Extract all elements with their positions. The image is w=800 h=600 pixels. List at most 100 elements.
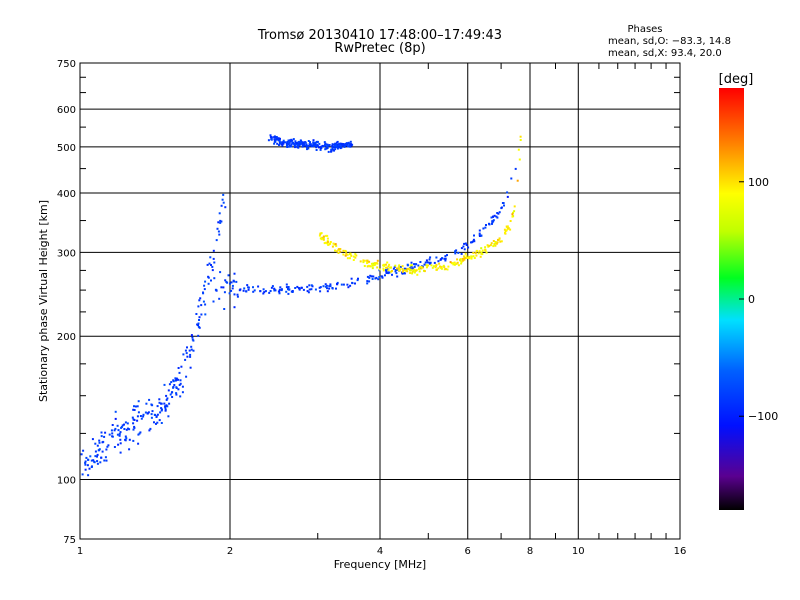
data-point-X — [485, 251, 488, 254]
data-point-O — [273, 140, 276, 143]
data-point-O — [262, 292, 265, 295]
data-point-O — [125, 437, 128, 440]
data-point-X — [464, 257, 467, 259]
data-point-X — [397, 265, 400, 268]
data-point-O — [119, 438, 122, 441]
data-point-X — [345, 252, 348, 255]
data-point-O — [233, 272, 236, 275]
data-point-O — [414, 263, 417, 266]
data-point-X — [389, 266, 392, 269]
data-point-X — [460, 260, 463, 263]
data-point-X — [385, 266, 388, 269]
data-point-X — [398, 264, 401, 267]
data-point-O — [138, 432, 141, 435]
data-point-O — [335, 144, 338, 147]
chart-subtitle: RwPretec (8p) — [334, 41, 425, 56]
data-point-X — [511, 213, 514, 216]
data-point-O — [190, 348, 193, 351]
data-point-O — [96, 444, 99, 447]
data-point-O — [215, 239, 218, 242]
data-point-O — [349, 284, 352, 287]
data-point-O — [334, 148, 337, 151]
data-point-X — [509, 220, 512, 222]
data-point-X — [368, 260, 371, 263]
data-point-O — [252, 290, 255, 293]
data-point-O — [333, 146, 335, 149]
data-point-O — [223, 308, 226, 310]
data-point-O — [168, 402, 171, 405]
data-point-X — [494, 242, 497, 245]
data-point-O — [377, 278, 380, 281]
data-point-O — [104, 431, 107, 434]
data-point-O — [198, 299, 201, 302]
data-point-O — [454, 250, 457, 253]
data-point-O — [314, 141, 317, 144]
data-point-X — [334, 249, 336, 252]
data-point-O — [174, 377, 177, 380]
data-point-O — [308, 284, 311, 287]
data-point-O — [178, 384, 181, 386]
data-point-O — [287, 286, 290, 288]
data-point-O — [433, 261, 436, 264]
data-point-O — [336, 281, 339, 284]
data-point-O — [506, 191, 509, 194]
data-point-O — [381, 276, 384, 279]
data-point-O — [214, 288, 217, 291]
data-point-X — [376, 259, 379, 262]
data-point-O — [189, 355, 192, 358]
data-point-O — [350, 144, 353, 147]
data-point-X — [384, 263, 387, 266]
data-point-X — [337, 252, 340, 254]
data-point-X — [519, 135, 522, 138]
data-point-X — [494, 244, 497, 247]
data-point-X — [513, 210, 516, 213]
data-point-O — [290, 143, 293, 146]
data-point-X — [376, 266, 379, 269]
data-point-X — [409, 269, 412, 272]
data-point-O — [496, 212, 499, 214]
data-point-O — [233, 306, 236, 309]
data-point-O — [347, 145, 350, 148]
chart-title: Tromsø 20130410 17:48:00–17:49:43 — [257, 28, 502, 43]
data-point-O — [269, 134, 272, 137]
data-point-O — [262, 288, 265, 291]
data-point-X — [462, 259, 465, 262]
data-point-O — [124, 439, 127, 442]
data-point-O — [399, 266, 402, 268]
data-point-O — [471, 241, 473, 244]
data-point-X — [438, 262, 441, 265]
data-point-O — [462, 245, 465, 248]
data-point-O — [224, 279, 227, 282]
data-point-X — [511, 215, 514, 218]
data-point-X — [499, 240, 502, 243]
data-point-O — [209, 256, 212, 259]
data-point-O — [164, 406, 167, 409]
data-point-O — [151, 410, 154, 413]
data-point-O — [319, 148, 322, 151]
data-point-X — [352, 255, 355, 258]
data-point-X — [472, 255, 475, 258]
data-point-O — [444, 255, 447, 258]
data-point-O — [110, 429, 113, 432]
data-point-O — [281, 141, 284, 144]
colorbar-tick-label: −100 — [748, 410, 778, 423]
data-point-X — [362, 259, 365, 262]
data-point-X — [440, 267, 443, 270]
data-point-O — [463, 248, 466, 251]
data-point-O — [98, 449, 101, 452]
data-point-X — [387, 269, 390, 272]
data-point-O — [349, 140, 352, 143]
data-point-X — [455, 262, 458, 265]
data-point-O — [500, 206, 503, 209]
data-point-O — [140, 417, 143, 420]
data-point-O — [99, 461, 102, 464]
data-point-O — [172, 379, 175, 382]
data-point-X — [420, 266, 423, 268]
data-point-X — [388, 263, 391, 266]
y-tick-label: 600 — [57, 105, 76, 116]
data-point-O — [195, 313, 198, 315]
data-point-O — [336, 283, 338, 285]
data-point-O — [175, 377, 178, 380]
x-tick-label: 16 — [674, 546, 687, 557]
data-point-X — [432, 265, 435, 268]
